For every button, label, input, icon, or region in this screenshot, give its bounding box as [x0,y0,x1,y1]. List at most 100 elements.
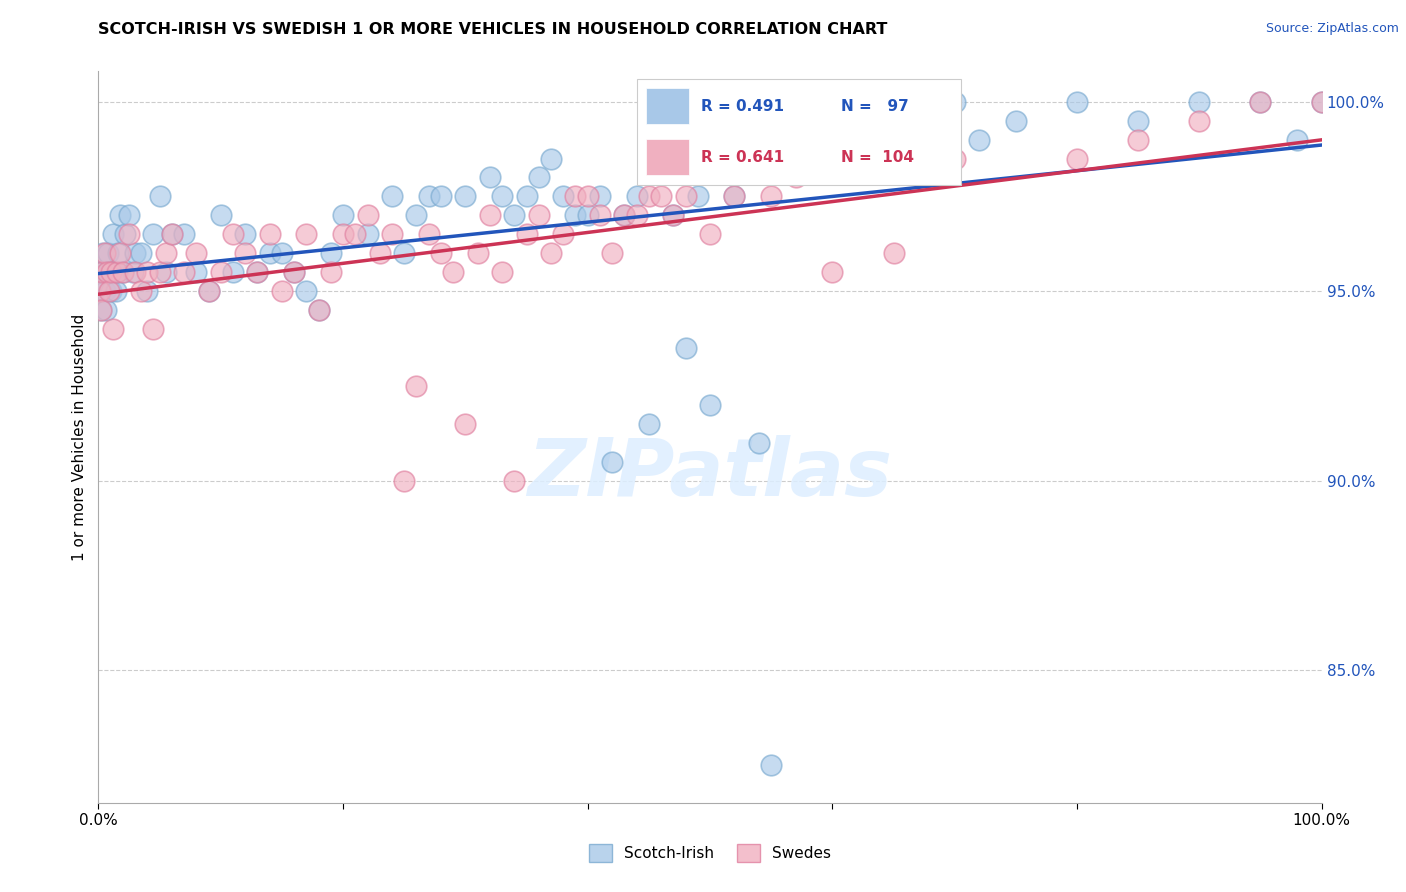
Point [270,284,294,298]
Point [392,246,416,260]
Point [638,417,661,431]
Point [662,208,685,222]
Point [93,284,115,298]
Point [600,455,623,469]
Point [197,284,219,298]
Point [553,227,575,242]
Point [478,170,501,185]
Point [283,265,305,279]
Point [967,132,990,146]
Point [124,246,146,260]
Point [748,435,770,450]
Point [344,227,367,242]
Point [613,208,636,222]
Point [613,208,636,222]
Point [576,189,599,203]
Point [149,265,172,279]
Point [98,265,121,279]
Y-axis label: 1 or more Vehicles in Household: 1 or more Vehicles in Household [72,313,87,561]
Point [105,265,128,279]
Point [662,208,685,222]
Point [1250,95,1272,109]
Point [105,265,128,279]
Point [418,189,440,203]
Point [308,303,330,318]
Point [114,227,136,242]
Point [650,152,672,166]
Point [222,265,245,279]
Point [107,246,129,260]
Point [527,208,550,222]
Point [467,246,489,260]
Point [943,152,966,166]
Point [454,417,477,431]
Point [527,170,550,185]
Point [259,246,281,260]
Point [100,265,122,279]
Text: ZIPatlas: ZIPatlas [527,434,893,513]
Point [155,246,177,260]
Point [503,474,526,488]
Point [209,208,232,222]
Point [91,265,114,279]
Point [308,303,330,318]
Point [1310,95,1333,109]
Point [136,284,159,298]
Point [100,284,122,298]
Point [564,189,586,203]
Point [110,208,132,222]
Point [233,246,256,260]
Point [1066,95,1088,109]
Point [675,341,697,355]
Point [405,208,427,222]
Point [381,189,404,203]
Point [478,208,501,222]
Point [89,284,111,298]
Text: Source: ZipAtlas.com: Source: ZipAtlas.com [1265,22,1399,36]
Point [1128,132,1150,146]
Point [142,322,165,336]
Point [90,303,112,318]
Point [118,208,141,222]
Point [209,265,232,279]
Point [785,132,807,146]
Point [883,246,905,260]
Point [332,208,354,222]
Text: SCOTCH-IRISH VS SWEDISH 1 OR MORE VEHICLES IN HOUSEHOLD CORRELATION CHART: SCOTCH-IRISH VS SWEDISH 1 OR MORE VEHICL… [98,22,887,37]
Point [699,227,721,242]
Point [785,170,807,185]
Point [454,189,477,203]
Point [186,265,208,279]
Point [295,284,318,298]
Point [319,265,342,279]
Point [368,246,391,260]
Point [101,322,124,336]
Point [91,246,114,260]
Point [761,758,783,772]
Point [356,227,378,242]
Point [418,227,440,242]
Point [142,227,165,242]
Point [540,246,562,260]
Point [121,265,143,279]
Point [589,189,612,203]
Point [699,398,721,412]
Point [441,265,464,279]
Point [319,246,342,260]
Point [97,246,120,260]
Point [638,189,661,203]
Point [124,265,146,279]
Point [430,246,453,260]
Point [129,284,152,298]
Point [160,227,183,242]
Point [1188,95,1211,109]
Point [600,246,623,260]
Point [516,227,538,242]
Point [564,208,586,222]
Point [93,246,115,260]
Point [405,379,427,393]
Point [89,284,111,298]
Point [96,265,118,279]
Point [723,189,745,203]
Point [516,189,538,203]
